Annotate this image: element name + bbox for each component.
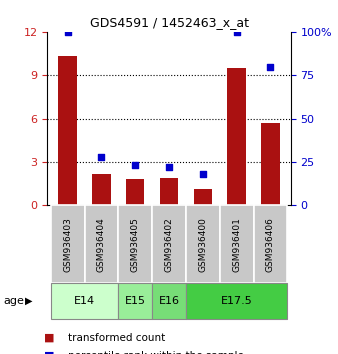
- Bar: [118, 283, 152, 319]
- Text: transformed count: transformed count: [68, 333, 165, 343]
- Text: E15: E15: [125, 296, 146, 306]
- Bar: [126, 179, 145, 205]
- Bar: [186, 283, 287, 319]
- Bar: [152, 205, 186, 283]
- Text: ■: ■: [44, 333, 54, 343]
- Point: [200, 171, 206, 177]
- Bar: [254, 205, 287, 283]
- Point: [268, 64, 273, 69]
- Point: [234, 29, 239, 35]
- Bar: [84, 205, 118, 283]
- Text: GSM936406: GSM936406: [266, 217, 275, 272]
- Text: GDS4591 / 1452463_x_at: GDS4591 / 1452463_x_at: [90, 16, 248, 29]
- Text: ▶: ▶: [25, 296, 33, 306]
- Bar: [51, 205, 84, 283]
- Bar: [227, 68, 246, 205]
- Text: percentile rank within the sample: percentile rank within the sample: [68, 351, 243, 354]
- Bar: [92, 173, 111, 205]
- Text: GSM936405: GSM936405: [131, 217, 140, 272]
- Bar: [193, 189, 212, 205]
- Bar: [261, 123, 280, 205]
- Text: E14: E14: [74, 296, 95, 306]
- Text: E17.5: E17.5: [221, 296, 252, 306]
- Text: GSM936401: GSM936401: [232, 217, 241, 272]
- Text: E16: E16: [159, 296, 179, 306]
- Text: GSM936404: GSM936404: [97, 217, 106, 272]
- Bar: [220, 205, 254, 283]
- Bar: [160, 178, 178, 205]
- Point: [166, 164, 172, 170]
- Text: GSM936403: GSM936403: [63, 217, 72, 272]
- Bar: [152, 283, 186, 319]
- Point: [65, 29, 70, 35]
- Text: GSM936400: GSM936400: [198, 217, 207, 272]
- Point: [132, 162, 138, 168]
- Text: ■: ■: [44, 351, 54, 354]
- Bar: [51, 283, 118, 319]
- Bar: [118, 205, 152, 283]
- Bar: [58, 56, 77, 205]
- Point: [99, 154, 104, 160]
- Bar: [186, 205, 220, 283]
- Text: age: age: [3, 296, 24, 306]
- Text: GSM936402: GSM936402: [165, 217, 173, 272]
